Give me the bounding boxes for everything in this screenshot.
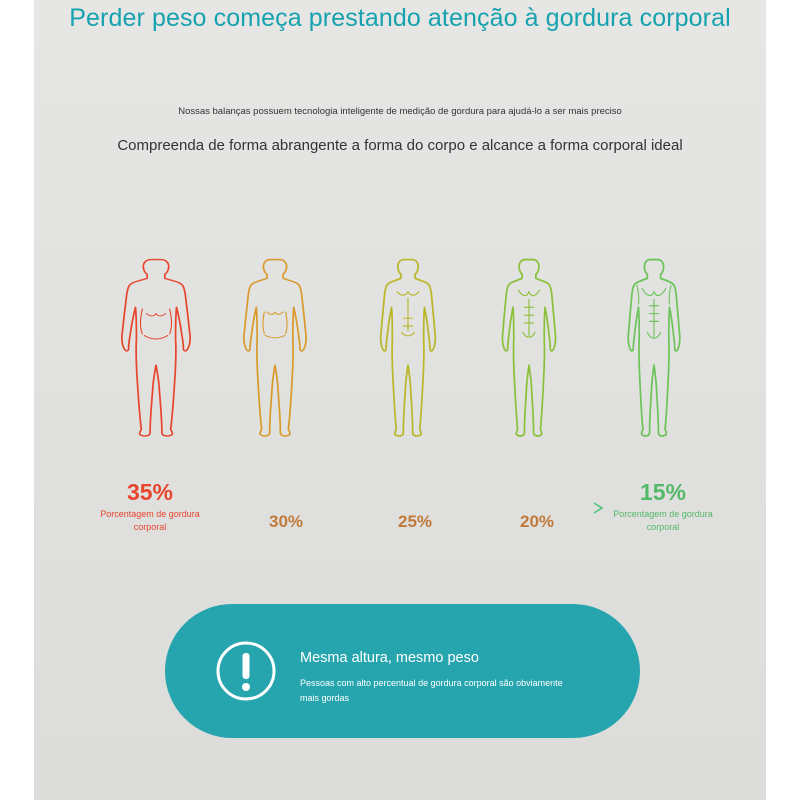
body-detail-line (407, 291, 420, 296)
body-detail-line (266, 311, 284, 315)
body-detail-line (401, 331, 415, 337)
body-detail-line (285, 311, 288, 335)
page-title: Perder peso começa prestando atenção à g… (69, 4, 731, 32)
body-figure-15 (618, 232, 690, 464)
body-detail-line (517, 289, 530, 297)
body-detail-line (522, 331, 536, 338)
notice-description: Pessoas com alto percentual de gordura c… (300, 678, 563, 703)
body-detail-line (145, 313, 167, 317)
notice-banner: Mesma altura, mesmo peso Pessoas com alt… (165, 604, 640, 738)
start-percentage-label: Porcentagem de gordura corporal (100, 509, 200, 532)
body-detail-line (641, 287, 655, 297)
body-outline (501, 258, 557, 437)
percentage-20: 20% (519, 512, 555, 531)
body-detail-line (668, 284, 672, 305)
body-figure-15-outline (627, 258, 681, 437)
body-detail-line (169, 308, 173, 335)
body-detail-line (646, 331, 662, 339)
page-subtitle: Compreenda de forma abrangente a forma d… (117, 137, 683, 154)
body-figure-30-outline (243, 258, 307, 437)
exclamation-circle-icon (216, 641, 276, 701)
body-figure-35 (120, 232, 192, 464)
start-percentage: 35% (126, 479, 174, 505)
body-outline (379, 258, 437, 437)
body-detail-line (636, 284, 640, 305)
percentage-25: 25% (397, 512, 433, 531)
body-figure-20 (493, 232, 565, 464)
body-detail-line (143, 335, 169, 340)
end-percentage: 15% (639, 479, 687, 505)
body-detail-line (528, 289, 541, 297)
end-percentage-label: Porcentagem de gordura corporal (613, 509, 713, 532)
body-outline (243, 258, 307, 437)
body-outline (121, 258, 191, 437)
body-figure-30 (239, 232, 311, 464)
body-figure-35-outline (121, 258, 191, 437)
body-detail-line (262, 311, 265, 335)
body-figure-25 (372, 232, 444, 464)
body-figure-20-outline (501, 258, 557, 437)
technology-text: Nossas balanças possuem tecnologia intel… (178, 106, 622, 117)
body-outline (627, 258, 681, 437)
notice-title: Mesma altura, mesmo peso (300, 650, 479, 666)
scale-arrow (218, 502, 604, 514)
body-detail-line (264, 334, 286, 339)
body-figure-25-outline (379, 258, 437, 437)
percentage-30: 30% (268, 512, 304, 531)
body-detail-line (396, 291, 409, 296)
body-detail-line (653, 287, 667, 297)
body-detail-line (139, 308, 143, 335)
